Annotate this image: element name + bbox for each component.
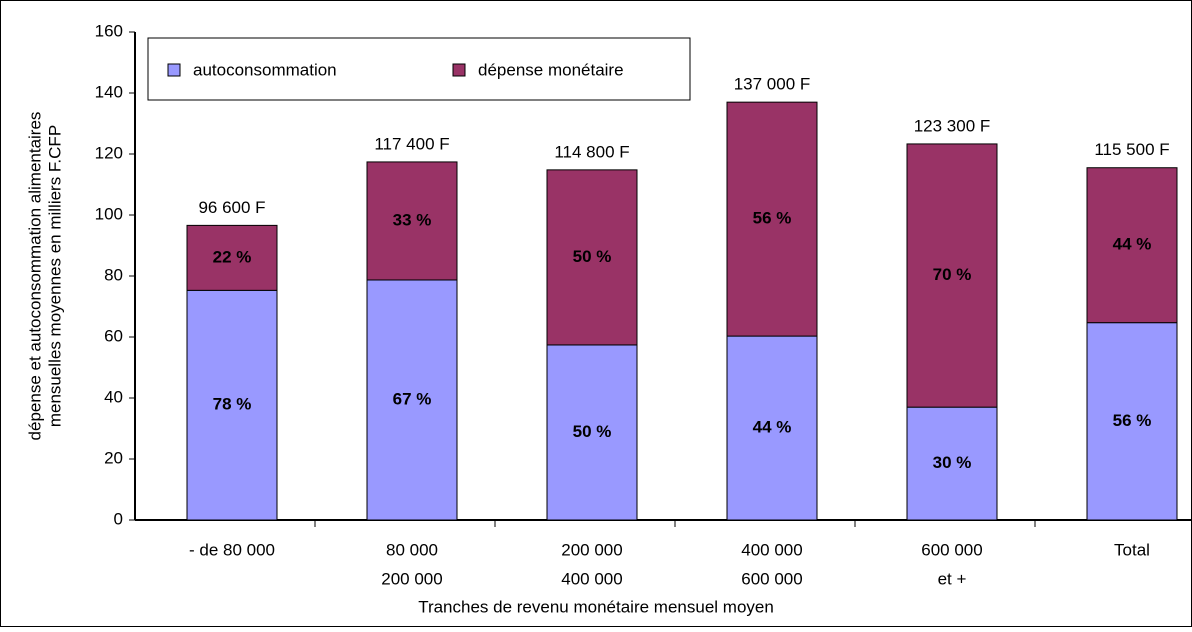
bar-segment	[546, 169, 638, 346]
y-tick-label: 140	[95, 82, 123, 101]
bar-segment	[906, 406, 998, 521]
y-tick-label: 0	[114, 509, 123, 528]
x-tick-label: - de 80 000	[189, 540, 275, 559]
y-tick-label: 20	[104, 448, 123, 467]
percent-label: 30 %	[933, 453, 972, 472]
x-tick-label: 400 000	[561, 569, 622, 588]
y-tick-label: 40	[104, 387, 123, 406]
legend	[147, 37, 691, 101]
percent-label: 33 %	[393, 210, 432, 229]
bar-segment	[1086, 167, 1178, 324]
total-label: 137 000 F	[734, 75, 811, 94]
y-tick-label: 160	[95, 21, 123, 40]
bar-segment	[366, 161, 458, 281]
x-tick-label: 600 000	[741, 569, 802, 588]
y-tick-label: 80	[104, 265, 123, 284]
x-tick-label: 600 000	[921, 540, 982, 559]
bar-segment	[186, 224, 278, 291]
y-axis-title: dépense et autoconsommation alimentaires	[25, 112, 44, 441]
x-tick-label: Total	[1114, 540, 1150, 559]
bar-segment	[726, 335, 818, 521]
percent-label: 50 %	[573, 422, 612, 441]
legend-label: autoconsommation	[193, 60, 337, 79]
total-label: 117 400 F	[374, 134, 449, 153]
bar-segment	[1086, 322, 1178, 521]
percent-label: 67 %	[393, 389, 432, 408]
x-tick-label: et +	[938, 569, 967, 588]
legend-swatch	[167, 63, 181, 77]
legend-label: dépense monétaire	[478, 60, 624, 79]
percent-label: 78 %	[213, 395, 252, 414]
percent-label: 70 %	[933, 265, 972, 284]
percent-label: 44 %	[753, 418, 792, 437]
percent-label: 44 %	[1113, 235, 1152, 254]
percent-label: 56 %	[753, 209, 792, 228]
bar-segment	[726, 101, 818, 337]
x-tick-label: 200 000	[561, 540, 622, 559]
total-label: 123 300 F	[914, 116, 991, 135]
y-tick-label: 100	[95, 204, 123, 223]
bar-segment	[546, 344, 638, 521]
x-tick-label: 80 000	[386, 540, 438, 559]
x-tick-label: 200 000	[381, 569, 442, 588]
y-tick-label: 120	[95, 143, 123, 162]
percent-label: 56 %	[1113, 411, 1152, 430]
x-tick-label: 400 000	[741, 540, 802, 559]
y-tick-label: 60	[104, 326, 123, 345]
bar-segment	[366, 279, 458, 521]
total-label: 114 800 F	[554, 142, 629, 161]
total-label: 96 600 F	[198, 198, 265, 217]
percent-label: 50 %	[573, 247, 612, 266]
percent-label: 22 %	[213, 247, 252, 266]
total-label: 115 500 F	[1094, 140, 1169, 159]
x-axis-title: Tranches de revenu monétaire mensuel moy…	[418, 597, 774, 616]
legend-swatch	[452, 63, 466, 77]
bar-segment	[906, 143, 998, 408]
y-axis-title: mensuelles moyennes en milliers F.CFP	[45, 125, 64, 427]
